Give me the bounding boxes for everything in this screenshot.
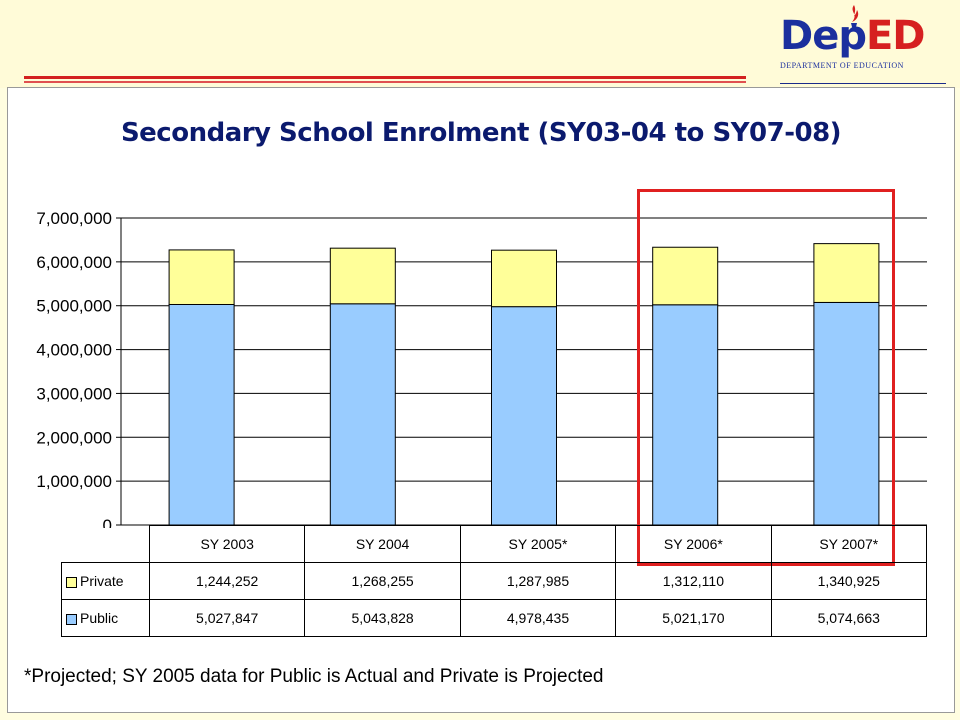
bar-public: [652, 304, 719, 526]
torch-icon: [851, 5, 859, 31]
y-tick-label: 6,000,000: [36, 253, 112, 272]
logo-wordmark: DepED: [780, 13, 925, 59]
y-tick-label: 3,000,000: [36, 384, 112, 403]
chart-plot: 0 1,000,000 2,000,000 3,000,000 4,000,000 5,0…: [36, 209, 927, 528]
table-header-cell: SY 2004: [304, 525, 461, 563]
table-row-public: Public 5,027,847 5,043,828 4,978,435 5,0…: [61, 599, 928, 637]
data-table: SY 2003 SY 2004 SY 2005* SY 2006* SY 200…: [61, 525, 928, 637]
bar-private: [652, 246, 719, 306]
table-cell: 1,312,110: [615, 562, 772, 600]
y-tick-label: 2,000,000: [36, 428, 112, 447]
table-header-cell: SY 2007*: [770, 525, 928, 563]
y-tick-label: 0: [103, 516, 112, 528]
bar-public: [168, 303, 235, 526]
table-cell: 1,340,925: [770, 562, 928, 600]
table-cell: 5,021,170: [615, 599, 772, 637]
bar-private: [813, 243, 880, 303]
deped-logo: DepED DEPARTMENT OF EDUCATION: [776, 4, 952, 74]
bar-private: [329, 247, 396, 305]
private-swatch-icon: [66, 576, 77, 588]
chart-panel: Secondary School Enrolment (SY03-04 to S…: [7, 87, 955, 713]
logo-subtitle: DEPARTMENT OF EDUCATION: [780, 61, 904, 70]
y-tick-label: 5,000,000: [36, 297, 112, 316]
y-tick-label: 7,000,000: [36, 209, 112, 228]
table-header-cell: SY 2005*: [459, 525, 617, 563]
legend-public: Public: [61, 599, 150, 637]
table-cell: 5,074,663: [770, 599, 928, 637]
chart-title: Secondary School Enrolment (SY03-04 to S…: [120, 118, 842, 148]
table-header-cell: SY 2006*: [615, 525, 772, 563]
logo-underline: [780, 83, 946, 84]
table-cell: 1,268,255: [304, 562, 461, 600]
bar-public: [329, 303, 396, 526]
table-header-row: SY 2003 SY 2004 SY 2005* SY 2006* SY 200…: [61, 525, 928, 563]
table-header-cell: SY 2003: [148, 525, 306, 563]
bar-private: [168, 249, 235, 305]
y-tick-label: 4,000,000: [36, 341, 112, 360]
table-cell: 1,287,985: [459, 562, 617, 600]
table-cell: 5,027,847: [148, 599, 306, 637]
table-cell: 5,043,828: [304, 599, 461, 637]
bar-public: [813, 301, 880, 526]
footnote: *Projected; SY 2005 data for Public is A…: [24, 666, 604, 687]
table-row-private: Private 1,244,252 1,268,255 1,287,985 1,…: [61, 562, 928, 600]
table-corner: [61, 525, 150, 563]
public-swatch-icon: [66, 613, 77, 625]
header-rule: [24, 76, 746, 79]
table-cell: 4,978,435: [459, 599, 617, 637]
header-band: [0, 0, 960, 88]
bar-private: [491, 249, 557, 308]
header-rule-thin: [24, 81, 746, 83]
table-cell: 1,244,252: [148, 562, 306, 600]
highlight-box: [637, 189, 895, 566]
legend-private: Private: [61, 562, 150, 600]
bar-public: [491, 306, 557, 526]
y-tick-label: 1,000,000: [36, 472, 112, 491]
